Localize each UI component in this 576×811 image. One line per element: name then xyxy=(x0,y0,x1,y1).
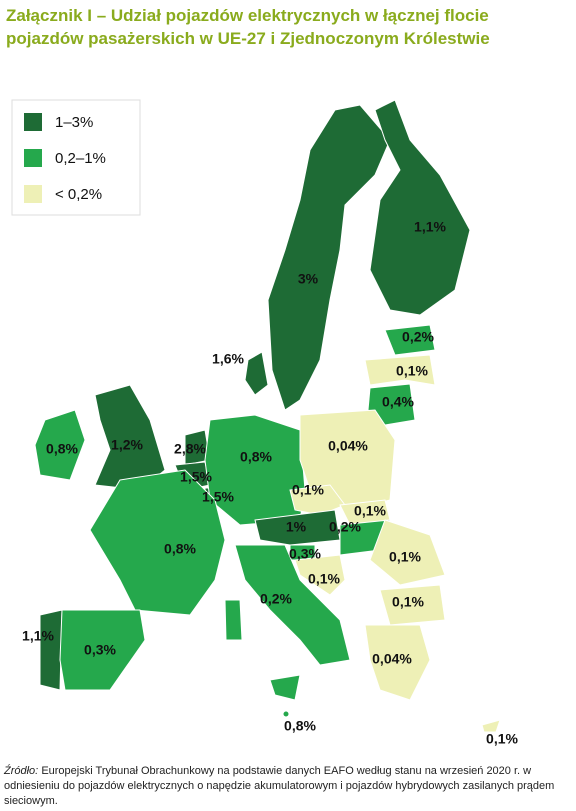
legend-label: 0,2–1% xyxy=(55,150,106,167)
labels: 3%1,1%0,2%0,1%0,4%1,6%0,8% 1,2% 2,8%1,5%1,… xyxy=(22,219,518,747)
region-label: 0,3% xyxy=(84,642,116,658)
region-label: 0,1% xyxy=(308,571,340,587)
region-label: 0,1% xyxy=(292,482,324,498)
sardinia xyxy=(224,599,243,641)
region-label: 1,1% xyxy=(22,628,54,644)
region-label: 0,1% xyxy=(389,549,421,565)
source-prefix: Źródło: xyxy=(4,765,39,777)
region-label: 0,2% xyxy=(329,519,361,535)
region-label: 1,6% xyxy=(212,351,244,367)
ireland xyxy=(34,409,86,481)
croatia xyxy=(294,554,346,596)
region-label: 0,04% xyxy=(372,651,412,667)
region-label: 0,2% xyxy=(402,329,434,345)
cyprus xyxy=(481,719,501,733)
region-label: 1,5% xyxy=(180,469,212,485)
france xyxy=(89,469,226,616)
estonia xyxy=(384,324,436,356)
finland xyxy=(369,99,471,316)
legend: 1–3% 0,2–1% < 0,2% xyxy=(24,113,106,203)
region-label: 3% xyxy=(298,271,319,287)
region-label: 0,3% xyxy=(289,546,321,562)
region-label: 0,8% xyxy=(164,541,196,557)
source: Źródło: Europejski Trybunał Obrachunkowy… xyxy=(4,764,564,809)
legend-swatch xyxy=(24,185,42,203)
legend-swatch xyxy=(24,113,42,131)
bulgaria xyxy=(379,584,446,626)
region-label: 0,4% xyxy=(382,394,414,410)
malta xyxy=(282,710,290,718)
source-text: Europejski Trybunał Obrachunkowy na pods… xyxy=(4,765,555,807)
region-label: 2,8% xyxy=(174,441,206,457)
austria xyxy=(254,509,341,546)
region-label: 0,8% xyxy=(240,449,272,465)
region-label: 0,8% xyxy=(284,718,316,734)
greece xyxy=(364,624,431,701)
region-label: 1,5% xyxy=(202,489,234,505)
latvia xyxy=(364,354,436,386)
legend-label: < 0,2% xyxy=(55,186,102,203)
region-label: 1,1% xyxy=(414,219,446,235)
countries xyxy=(34,99,501,733)
region-label: 0,1% xyxy=(486,731,518,747)
region-label: 0,1% xyxy=(354,503,386,519)
region-label: 0,1% xyxy=(392,594,424,610)
spain xyxy=(59,609,146,691)
region-label: 0,2% xyxy=(260,591,292,607)
region-label: 0,04% xyxy=(328,438,368,454)
sicily xyxy=(269,674,301,701)
legend-swatch xyxy=(24,149,42,167)
sweden xyxy=(267,104,391,411)
region-label: 0,1% xyxy=(396,363,428,379)
italy xyxy=(234,544,351,666)
region-label: 1% xyxy=(286,519,307,535)
romania xyxy=(369,519,446,586)
title: Załącznik I – Udział pojazdów elektryczn… xyxy=(6,6,490,48)
denmark xyxy=(244,351,269,396)
region-label: 1,2% xyxy=(111,437,143,453)
germany xyxy=(204,414,306,526)
legend-label: 1–3% xyxy=(55,114,93,131)
region-label: 0,8% xyxy=(46,441,78,457)
lithuania xyxy=(367,383,416,426)
portugal xyxy=(39,609,63,691)
